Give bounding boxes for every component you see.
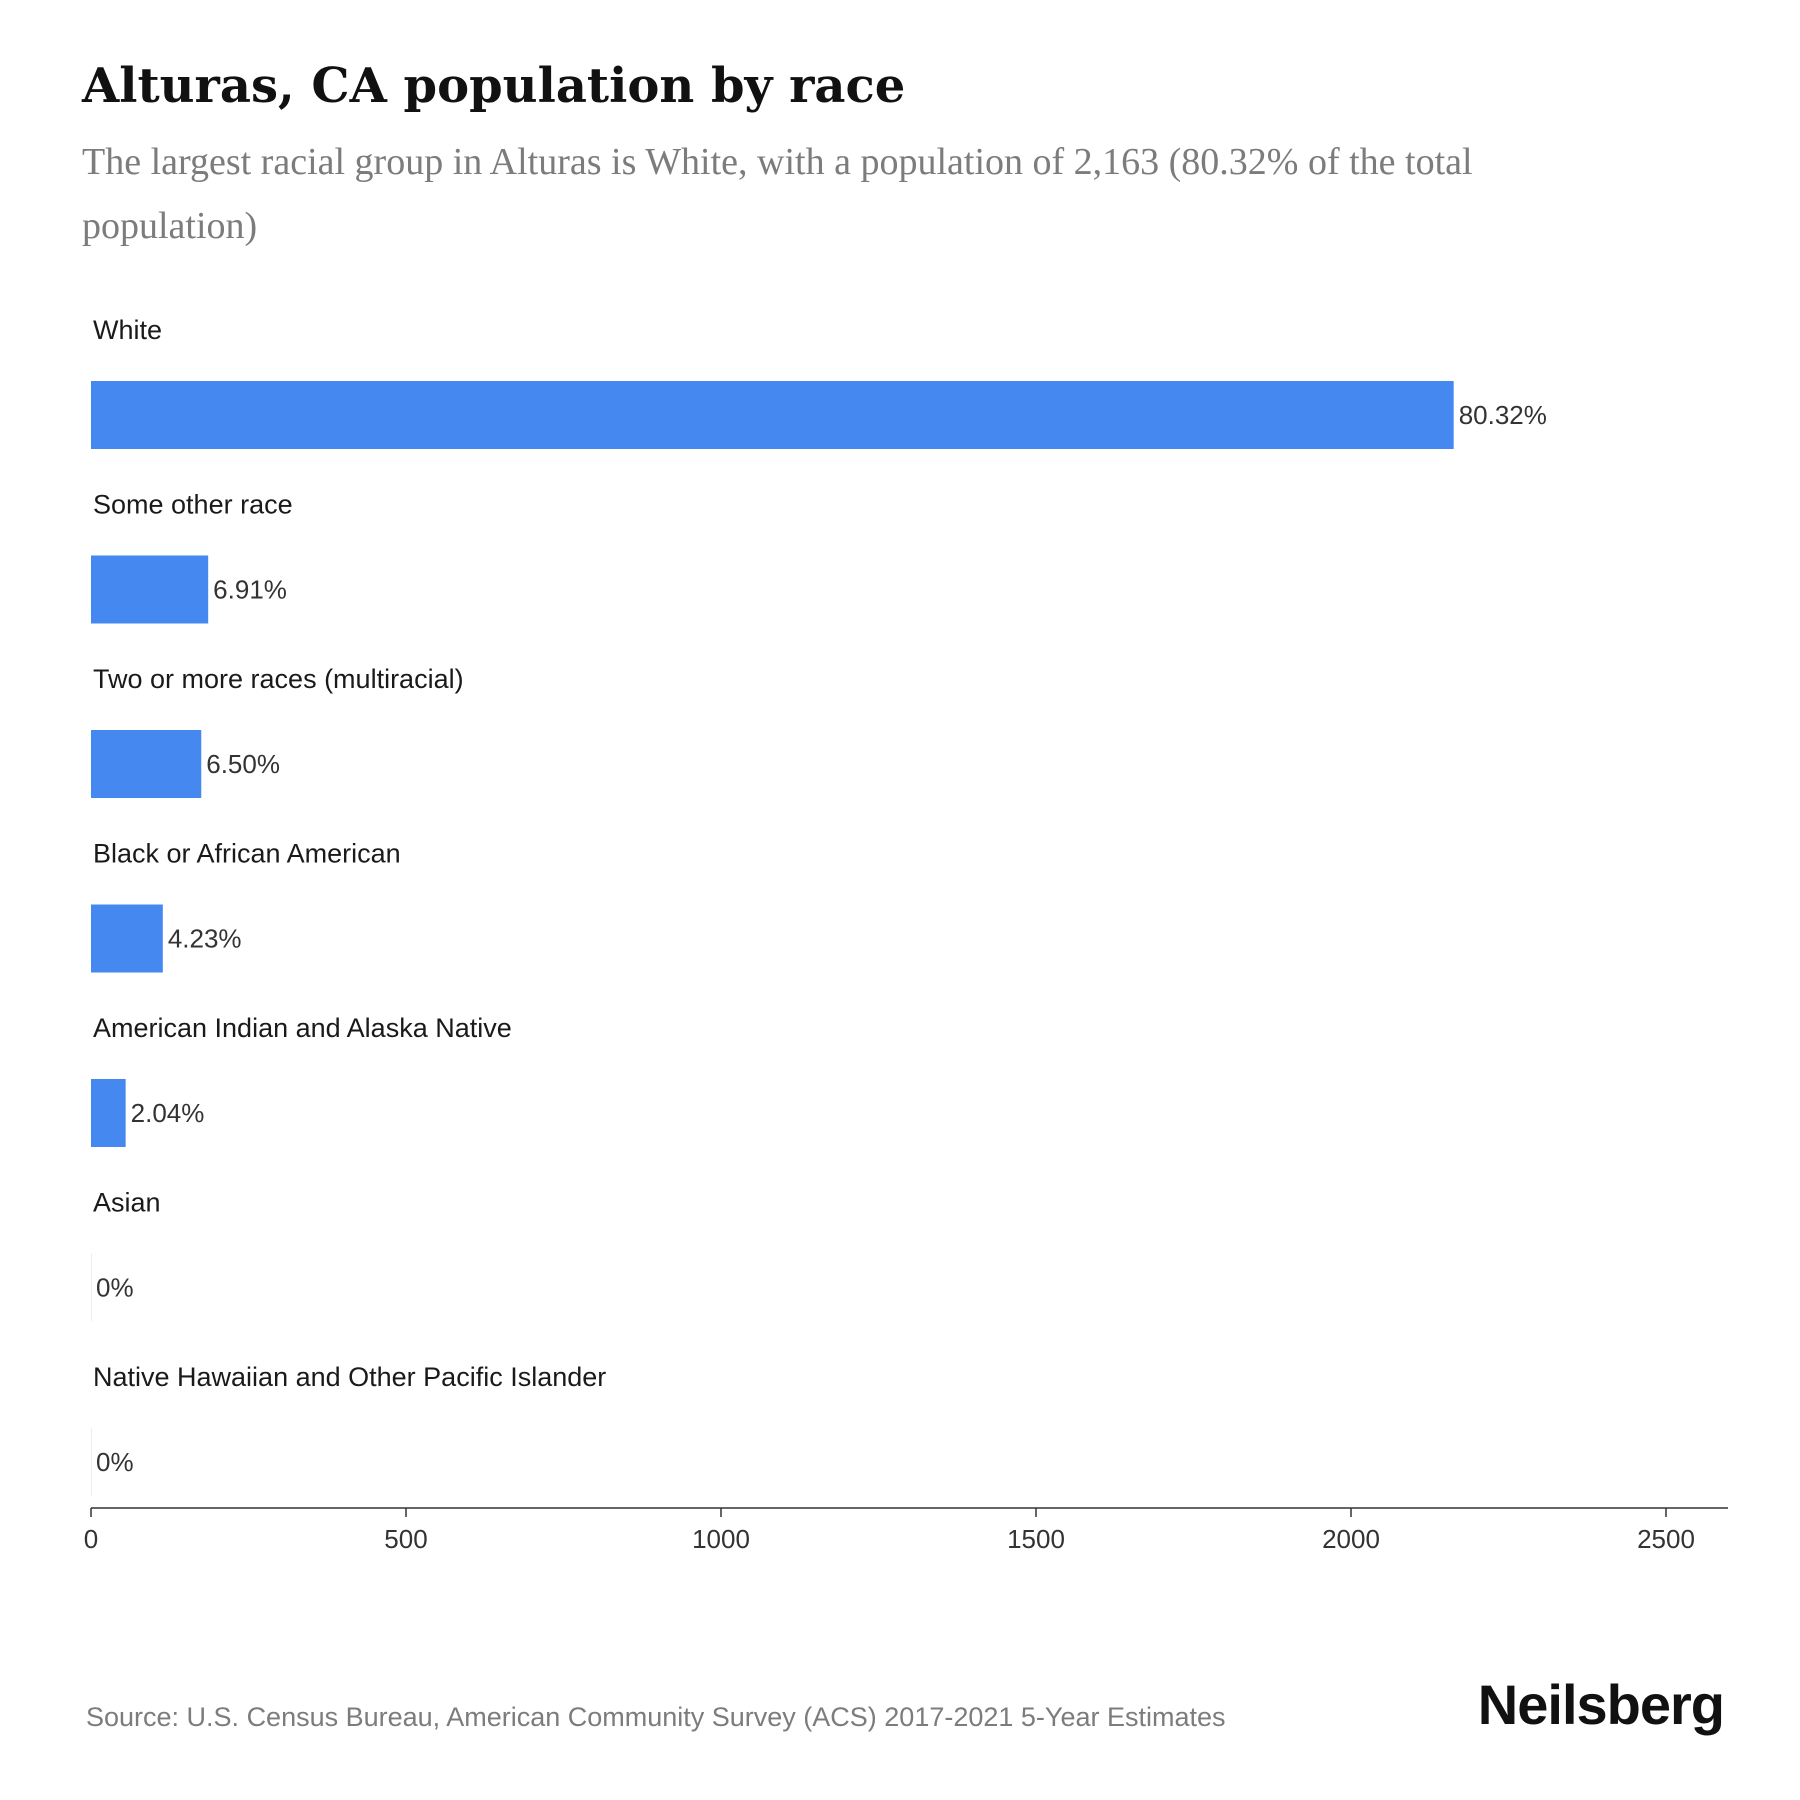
chart-subtitle: The largest racial group in Alturas is W… <box>82 141 1473 247</box>
bar-black-or-african-american[interactable] <box>91 904 163 973</box>
x-tick-label-2500: 2500 <box>1637 1524 1695 1554</box>
category-label-white: White <box>93 315 162 345</box>
x-tick-label-2000: 2000 <box>1322 1524 1380 1554</box>
value-label-some-other-race: 6.91% <box>213 575 287 605</box>
bar-american-indian-and-alaska-native[interactable] <box>91 1079 126 1147</box>
bar-white[interactable] <box>91 381 1454 449</box>
bar-some-other-race[interactable] <box>91 555 209 624</box>
chart-title: Alturas, CA population by race <box>82 58 906 114</box>
neilsberg-logo[interactable]: Neilsberg <box>1477 1673 1725 1736</box>
category-label-two-or-more-races-multiracial: Two or more races (multiracial) <box>93 664 464 694</box>
category-label-black-or-african-american: Black or African American <box>93 839 401 869</box>
value-label-two-or-more-races-multiracial: 6.50% <box>206 749 280 779</box>
value-label-asian: 0% <box>96 1273 134 1303</box>
x-axis: 0 500 1000 1500 2000 2500 <box>84 1507 1728 1554</box>
x-tick-label-1000: 1000 <box>692 1524 750 1554</box>
value-label-american-indian-and-alaska-native: 2.04% <box>131 1098 205 1128</box>
source-note: Source: U.S. Census Bureau, American Com… <box>86 1702 1226 1732</box>
x-tick-label-500: 500 <box>384 1524 427 1554</box>
value-label-white: 80.32% <box>1459 400 1547 430</box>
category-label-native-hawaiian-and-other-pacific-islander: Native Hawaiian and Other Pacific Island… <box>93 1362 606 1392</box>
bars-layer: White 80.32% Some other race 6.91% Two or mo… <box>91 315 1547 1496</box>
bar-two-or-more-races-multiracial[interactable] <box>91 730 202 798</box>
category-label-some-other-race: Some other race <box>93 490 293 520</box>
x-tick-label-1500: 1500 <box>1007 1524 1065 1554</box>
value-label-native-hawaiian-and-other-pacific-islander: 0% <box>96 1447 134 1477</box>
category-label-asian: Asian <box>93 1188 161 1218</box>
category-label-american-indian-and-alaska-native: American Indian and Alaska Native <box>93 1013 512 1043</box>
x-tick-label-0: 0 <box>84 1524 98 1554</box>
value-label-black-or-african-american: 4.23% <box>168 924 242 954</box>
